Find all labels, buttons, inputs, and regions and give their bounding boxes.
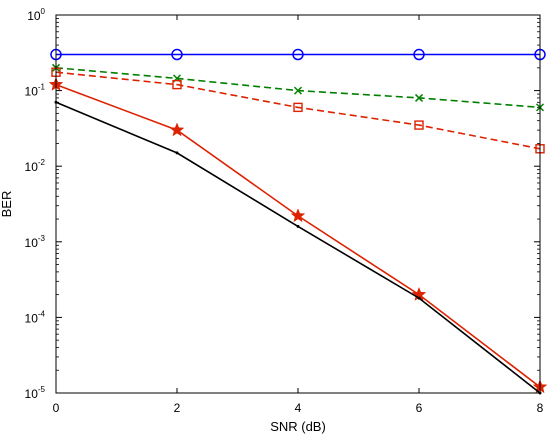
data-point-x: [414, 93, 424, 102]
y-tick-labels: 100 10-1 10-2 10-3 10-4 10-5: [25, 7, 46, 401]
data-point-square: [293, 102, 303, 113]
data-point-dot: [417, 296, 421, 300]
x-tick-label: 8: [537, 401, 544, 415]
y-tick-label: 10-1: [25, 83, 46, 99]
y-tick-label: 10-3: [25, 234, 46, 250]
x-axis-label: SNR (dB): [270, 419, 326, 434]
series-line: [55, 71, 541, 150]
y-tick-label: 10-4: [25, 309, 46, 325]
data-point-square: [172, 79, 182, 90]
plot-frame: [55, 14, 541, 394]
data-point-dot: [296, 224, 300, 228]
data-point-circle: [171, 48, 183, 61]
y-tick-label: 10-5: [25, 385, 46, 401]
x-tick-labels: 0 2 4 6 8: [53, 401, 544, 415]
data-point-star: [169, 122, 185, 137]
data-point-circle: [292, 48, 304, 61]
data-point-star: [290, 208, 306, 223]
x-tick-label: 2: [174, 401, 181, 415]
data-point-circle: [413, 48, 425, 61]
y-axis-label: BER: [0, 191, 14, 218]
y-tick-label: 100: [27, 7, 45, 23]
x-tick-label: 6: [416, 401, 423, 415]
x-tick-label: 0: [53, 401, 60, 415]
y-tick-label: 10-2: [25, 158, 46, 174]
series-layer: [48, 48, 548, 395]
data-point-dot: [175, 151, 179, 155]
data-point-square: [414, 120, 424, 130]
data-point-x: [293, 86, 303, 95]
x-tick-label: 4: [295, 401, 302, 415]
